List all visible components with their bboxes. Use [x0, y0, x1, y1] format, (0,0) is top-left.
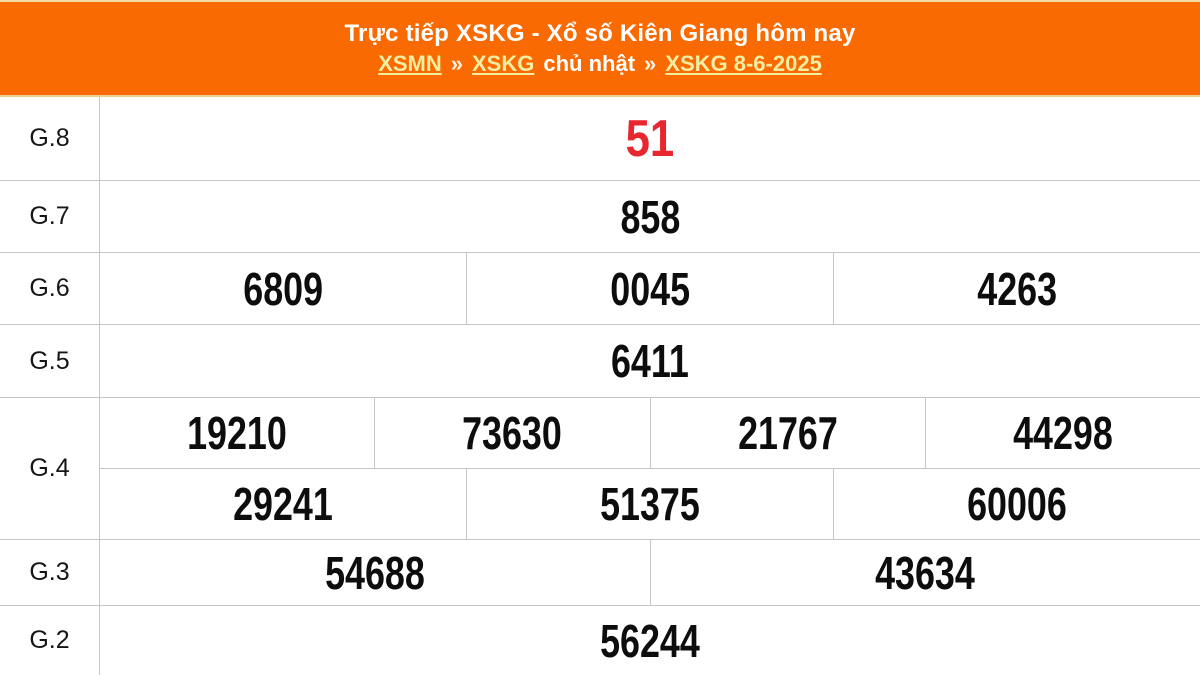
prize-cell: 56244: [100, 606, 1200, 675]
prize-cell: 858: [100, 181, 1200, 252]
prize-label-g7: G.7: [0, 181, 100, 252]
breadcrumb-link-date[interactable]: XSKG 8-6-2025: [665, 51, 822, 76]
breadcrumb-separator: »: [644, 51, 657, 76]
prize-cell: 6411: [100, 325, 1200, 397]
prize-cell: 0045: [466, 253, 833, 324]
prize-cell: 54688: [100, 540, 650, 605]
table-row-g2: G.2 56244: [0, 606, 1200, 675]
prize-cell: 4263: [833, 253, 1200, 324]
prize-label-g2: G.2: [0, 606, 100, 675]
prize-cell: 73630: [374, 398, 649, 468]
g4-sub-row-2: 29241 51375 60006: [100, 469, 1200, 539]
prize-number: 56244: [600, 614, 700, 667]
prize-number: 54688: [324, 546, 425, 599]
prize-cell: 19210: [100, 398, 374, 468]
prize-number: 29241: [233, 478, 333, 530]
prize-cell: 51: [100, 97, 1200, 180]
breadcrumb-separator: »: [450, 51, 463, 76]
prize-cell: 51375: [466, 469, 833, 539]
table-row-g6: G.6 6809 0045 4263: [0, 253, 1200, 325]
prize-cell: 29241: [100, 469, 466, 539]
prize-number: 73630: [462, 407, 563, 459]
prize-number: 43634: [875, 546, 976, 599]
prize-number: 19210: [187, 407, 288, 459]
prize-number: 6809: [243, 262, 323, 315]
prize-number: 21767: [737, 407, 838, 459]
prize-number: 60006: [967, 478, 1067, 530]
prize-number-latest: 51: [625, 109, 675, 168]
prize-cell: 44298: [924, 398, 1200, 468]
breadcrumb: XSMN » XSKG chủ nhật » XSKG 8-6-2025: [378, 51, 822, 77]
page-header: Trực tiếp XSKG - Xổ số Kiên Giang hôm na…: [0, 0, 1200, 97]
prize-label-g5: G.5: [0, 325, 100, 397]
prize-label-g4: G.4: [0, 398, 100, 539]
prize-cell: 43634: [649, 540, 1200, 605]
table-row-g5: G.5 6411: [0, 325, 1200, 398]
breadcrumb-day-label: chủ nhật: [543, 51, 636, 76]
lottery-results-table: G.8 51 G.7 858 G.6 6809 0045 4263: [0, 97, 1200, 675]
prize-number: 6411: [611, 335, 689, 387]
prize-cell: 60006: [833, 469, 1200, 539]
table-row-g4: G.4 19210 73630 21767 44298 29241: [0, 398, 1200, 540]
table-row-g3: G.3 54688 43634: [0, 540, 1200, 606]
prize-label-g8: G.8: [0, 97, 100, 180]
prize-cell: 21767: [649, 398, 925, 468]
page-title: Trực tiếp XSKG - Xổ số Kiên Giang hôm na…: [344, 20, 856, 47]
prize-number: 0045: [610, 262, 690, 315]
g4-sub-row-1: 19210 73630 21767 44298: [100, 398, 1200, 469]
prize-label-g6: G.6: [0, 253, 100, 324]
breadcrumb-link-xskg[interactable]: XSKG: [472, 51, 535, 76]
prize-number: 858: [620, 190, 680, 243]
breadcrumb-link-xsmn[interactable]: XSMN: [378, 51, 442, 76]
prize-label-g3: G.3: [0, 540, 100, 605]
prize-number: 44298: [1012, 407, 1113, 459]
table-row-g8: G.8 51: [0, 97, 1200, 181]
prize-number: 4263: [977, 262, 1057, 315]
prize-cell: 6809: [100, 253, 466, 324]
table-row-g7: G.7 858: [0, 181, 1200, 253]
prize-number: 51375: [600, 478, 700, 530]
